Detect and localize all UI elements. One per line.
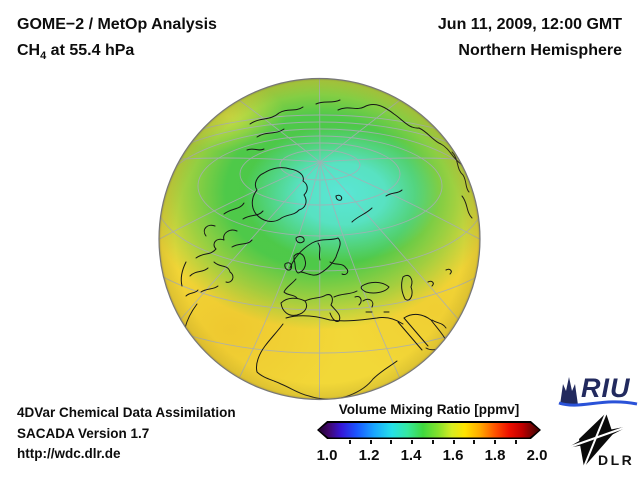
colorbar-tick-label: 1.2 [358,447,380,464]
colorbar-tick-labels: 1.0 1.2 1.4 1.6 1.8 2.0 [312,447,552,464]
colorbar-minor-tick [411,440,413,444]
hemisphere-label: Northern Hemisphere [458,42,622,59]
assimilation-label: 4DVar Chemical Data Assimilation [17,405,236,420]
header-right: Jun 11, 2009, 12:00 GMT Northern Hemisph… [438,12,622,64]
species-level-line: CH4 at 55.4 hPa [17,38,217,65]
dlr-wordmark: DLR [598,452,635,468]
url-label: http://wdc.dlr.de [17,446,121,461]
colorbar-minor-tick [494,440,496,444]
riu-logo: RIU [558,374,638,410]
colorbar-minor-tick [452,440,455,444]
colorbar-title: Volume Mixing Ratio [ppmv] [338,402,520,417]
datetime-label: Jun 11, 2009, 12:00 GMT [437,16,622,33]
colorbar-gradient [318,422,540,438]
colorbar-minor-tick [369,440,372,444]
colorbar-minor-ticks [317,440,541,445]
colorbar-tick-label: 1.8 [484,447,506,464]
riu-wave-icon [558,400,638,407]
dlr-emblem-icon [566,412,630,468]
colorbar-tick-label: 2.0 [526,447,548,464]
colorbar-tick-label: 1.4 [400,447,422,464]
footer-credits: 4DVar Chemical Data Assimilation SACADA … [17,403,236,465]
dlr-logo: DLR [566,412,638,468]
colorbar-minor-tick [473,440,476,444]
product-title: GOME−2 / MetOp Analysis [17,16,217,33]
limb-shading [159,78,480,400]
colorbar [317,421,541,439]
colorbar-minor-tick [390,440,393,444]
species-subscript: 4 [40,50,47,62]
version-label: SACADA Version 1.7 [17,425,150,441]
pressure-level: at 55.4 hPa [46,42,135,59]
globe-limb [158,77,481,401]
colorbar-minor-tick [514,440,517,444]
colorbar-minor-tick [348,440,351,444]
riu-wordmark: RIU [581,373,631,403]
header-left: GOME−2 / MetOp Analysis CH4 at 55.4 hPa [17,12,217,65]
colorbar-tick-label: 1.6 [442,447,464,464]
cathedral-icon [560,377,578,405]
colorbar-minor-tick [431,440,434,444]
species-name: CH [17,42,41,59]
colorbar-tick-label: 1.0 [316,447,338,464]
